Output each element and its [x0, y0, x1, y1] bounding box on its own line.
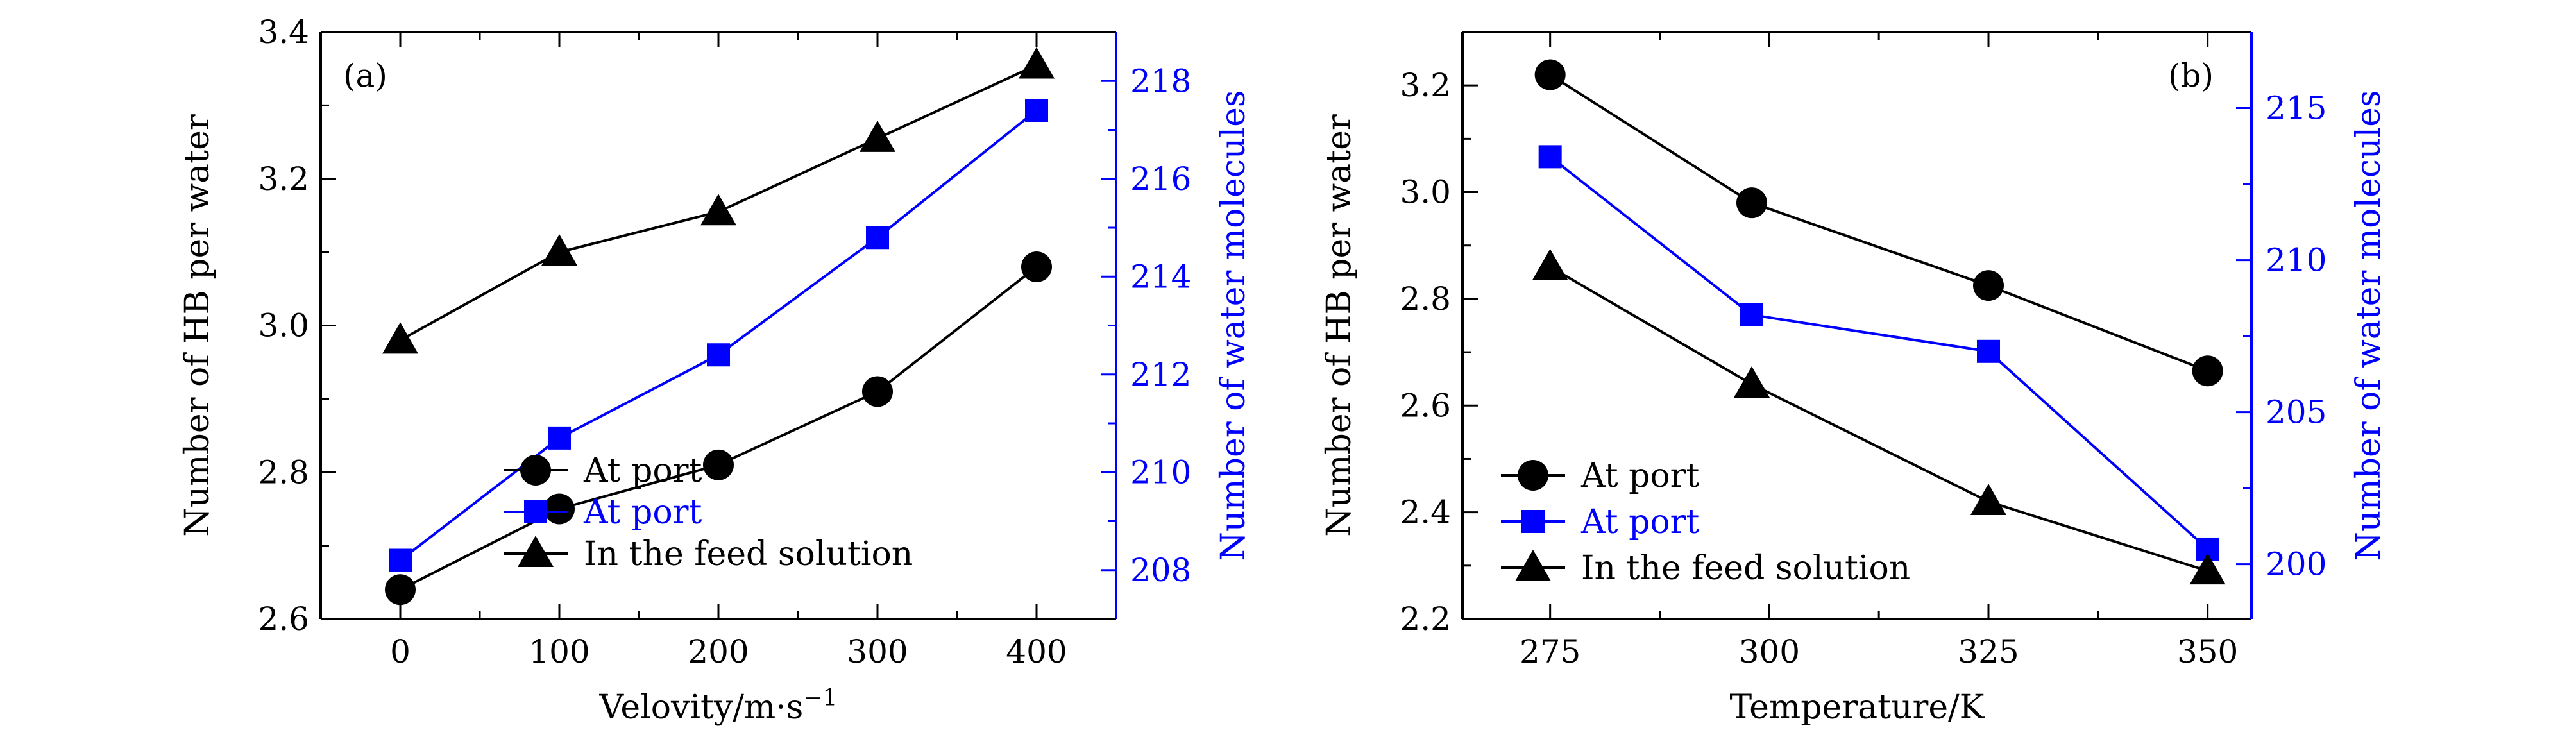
legend-label: At port: [1580, 503, 1700, 541]
y-right-tick-label: 212: [1130, 356, 1191, 393]
x-axis-title-superscript: −1: [803, 685, 837, 711]
legend-marker-triangle: [518, 536, 554, 567]
x-axis-title: Velovity/m·s−1: [599, 685, 838, 727]
panel-label: (b): [2168, 57, 2214, 94]
x-tick-label: 300: [1739, 633, 1800, 670]
x-tick-label: 200: [688, 633, 749, 670]
data-point-square: [707, 343, 730, 367]
y-left-tick-label: 2.6: [1400, 387, 1451, 424]
x-axis-title-main: Temperature/K: [1729, 688, 1985, 727]
x-tick-label: 325: [1958, 633, 2019, 670]
data-point-square: [1025, 99, 1048, 122]
data-point-circle: [2192, 355, 2223, 387]
y-left-tick-label: 2.6: [258, 600, 309, 638]
series-line-square: [399, 109, 1038, 562]
legend-marker-square: [524, 500, 547, 523]
y-left-tick-label: 3.2: [1400, 67, 1451, 104]
y-right-axis-title: Number of water molecules: [2350, 90, 2388, 561]
y-right-tick-label: 214: [1130, 258, 1191, 295]
data-point-triangle: [1734, 366, 1770, 398]
data-point-square: [1977, 339, 2000, 363]
y-right-tick-label: 218: [1130, 62, 1191, 99]
y-right-tick-label: 205: [2266, 394, 2326, 431]
data-point-triangle: [1970, 484, 2006, 515]
x-tick-label: 400: [1006, 633, 1067, 670]
y-left-tick-label: 2.8: [1400, 280, 1451, 318]
panel-label: (a): [343, 57, 387, 94]
y-right-tick-label: 200: [2266, 546, 2326, 583]
legend-label: In the feed solution: [584, 535, 913, 573]
data-point-circle: [1534, 59, 1566, 90]
data-point-square: [866, 226, 889, 250]
y-right-tick-label: 215: [2266, 90, 2326, 127]
x-tick-label: 275: [1520, 633, 1580, 670]
data-point-square: [389, 548, 412, 572]
data-point-circle: [1973, 270, 2004, 301]
data-point-circle: [1736, 187, 1767, 219]
data-point-circle: [544, 493, 575, 525]
y-left-tick-label: 3.2: [258, 160, 309, 198]
data-point-square: [1740, 303, 1763, 326]
legend-marker-square: [1521, 510, 1545, 533]
legend-marker-circle: [520, 455, 551, 486]
legend-label: At port: [583, 452, 702, 490]
data-point-circle: [385, 574, 416, 606]
x-axis-title: Temperature/K: [1729, 688, 1985, 727]
x-tick-label: 0: [390, 633, 411, 670]
data-point-circle: [703, 449, 734, 480]
data-point-triangle: [382, 322, 418, 354]
y-right-tick-label: 216: [1130, 160, 1191, 198]
legend-label: In the feed solution: [1581, 549, 1910, 588]
series-line-circle: [1549, 73, 2208, 373]
y-right-tick-label: 210: [2266, 242, 2326, 279]
x-tick-label: 100: [529, 633, 589, 670]
data-point-triangle: [700, 194, 736, 226]
data-point-triangle: [541, 234, 577, 266]
panel-b: 275 300 325 350 2.2 2.4 2.6 2.8 3.0 3.2 200 205 210 2…: [1320, 31, 2388, 727]
data-point-square: [548, 426, 571, 450]
data-point-circle: [1021, 251, 1052, 282]
y-left-tick-label: 3.4: [258, 13, 309, 51]
y-left-axis-title: Number of HB per water: [1320, 114, 1359, 537]
data-point-triangle: [1019, 47, 1055, 79]
data-point-triangle: [2189, 553, 2226, 585]
legend-marker-triangle: [1515, 550, 1551, 581]
data-point-circle: [862, 376, 893, 407]
legend-marker-circle: [1518, 460, 1548, 491]
x-axis-title-main: Velovity/m·s: [599, 688, 804, 727]
y-left-tick-label: 3.0: [1400, 174, 1451, 211]
y-left-axis-title: Number of HB per water: [178, 114, 217, 537]
y-right-tick-label: 210: [1130, 454, 1191, 491]
data-point-triangle: [1532, 249, 1568, 280]
y-right-axis-title: Number of water molecules: [1214, 90, 1253, 561]
y-left-tick-label: 3.0: [258, 307, 309, 344]
panel-a: 0 100 200 300 400 2.6 2.8 3.0 3.2 3.4 208 210 212 214…: [178, 13, 1253, 727]
x-tick-label: 350: [2177, 633, 2238, 670]
y-left-tick-label: 2.2: [1400, 600, 1451, 638]
x-tick-label: 300: [847, 633, 908, 670]
legend-label: At port: [583, 493, 702, 532]
series-line-square: [1549, 155, 2209, 550]
y-right-tick-label: 208: [1130, 552, 1191, 589]
series-line-triangle: [1549, 266, 2208, 573]
legend-label: At port: [1580, 457, 1700, 495]
data-point-square: [1538, 145, 1562, 169]
y-left-tick-label: 2.8: [258, 454, 309, 491]
y-left-tick-label: 2.4: [1400, 494, 1451, 531]
data-point-triangle: [860, 120, 895, 152]
